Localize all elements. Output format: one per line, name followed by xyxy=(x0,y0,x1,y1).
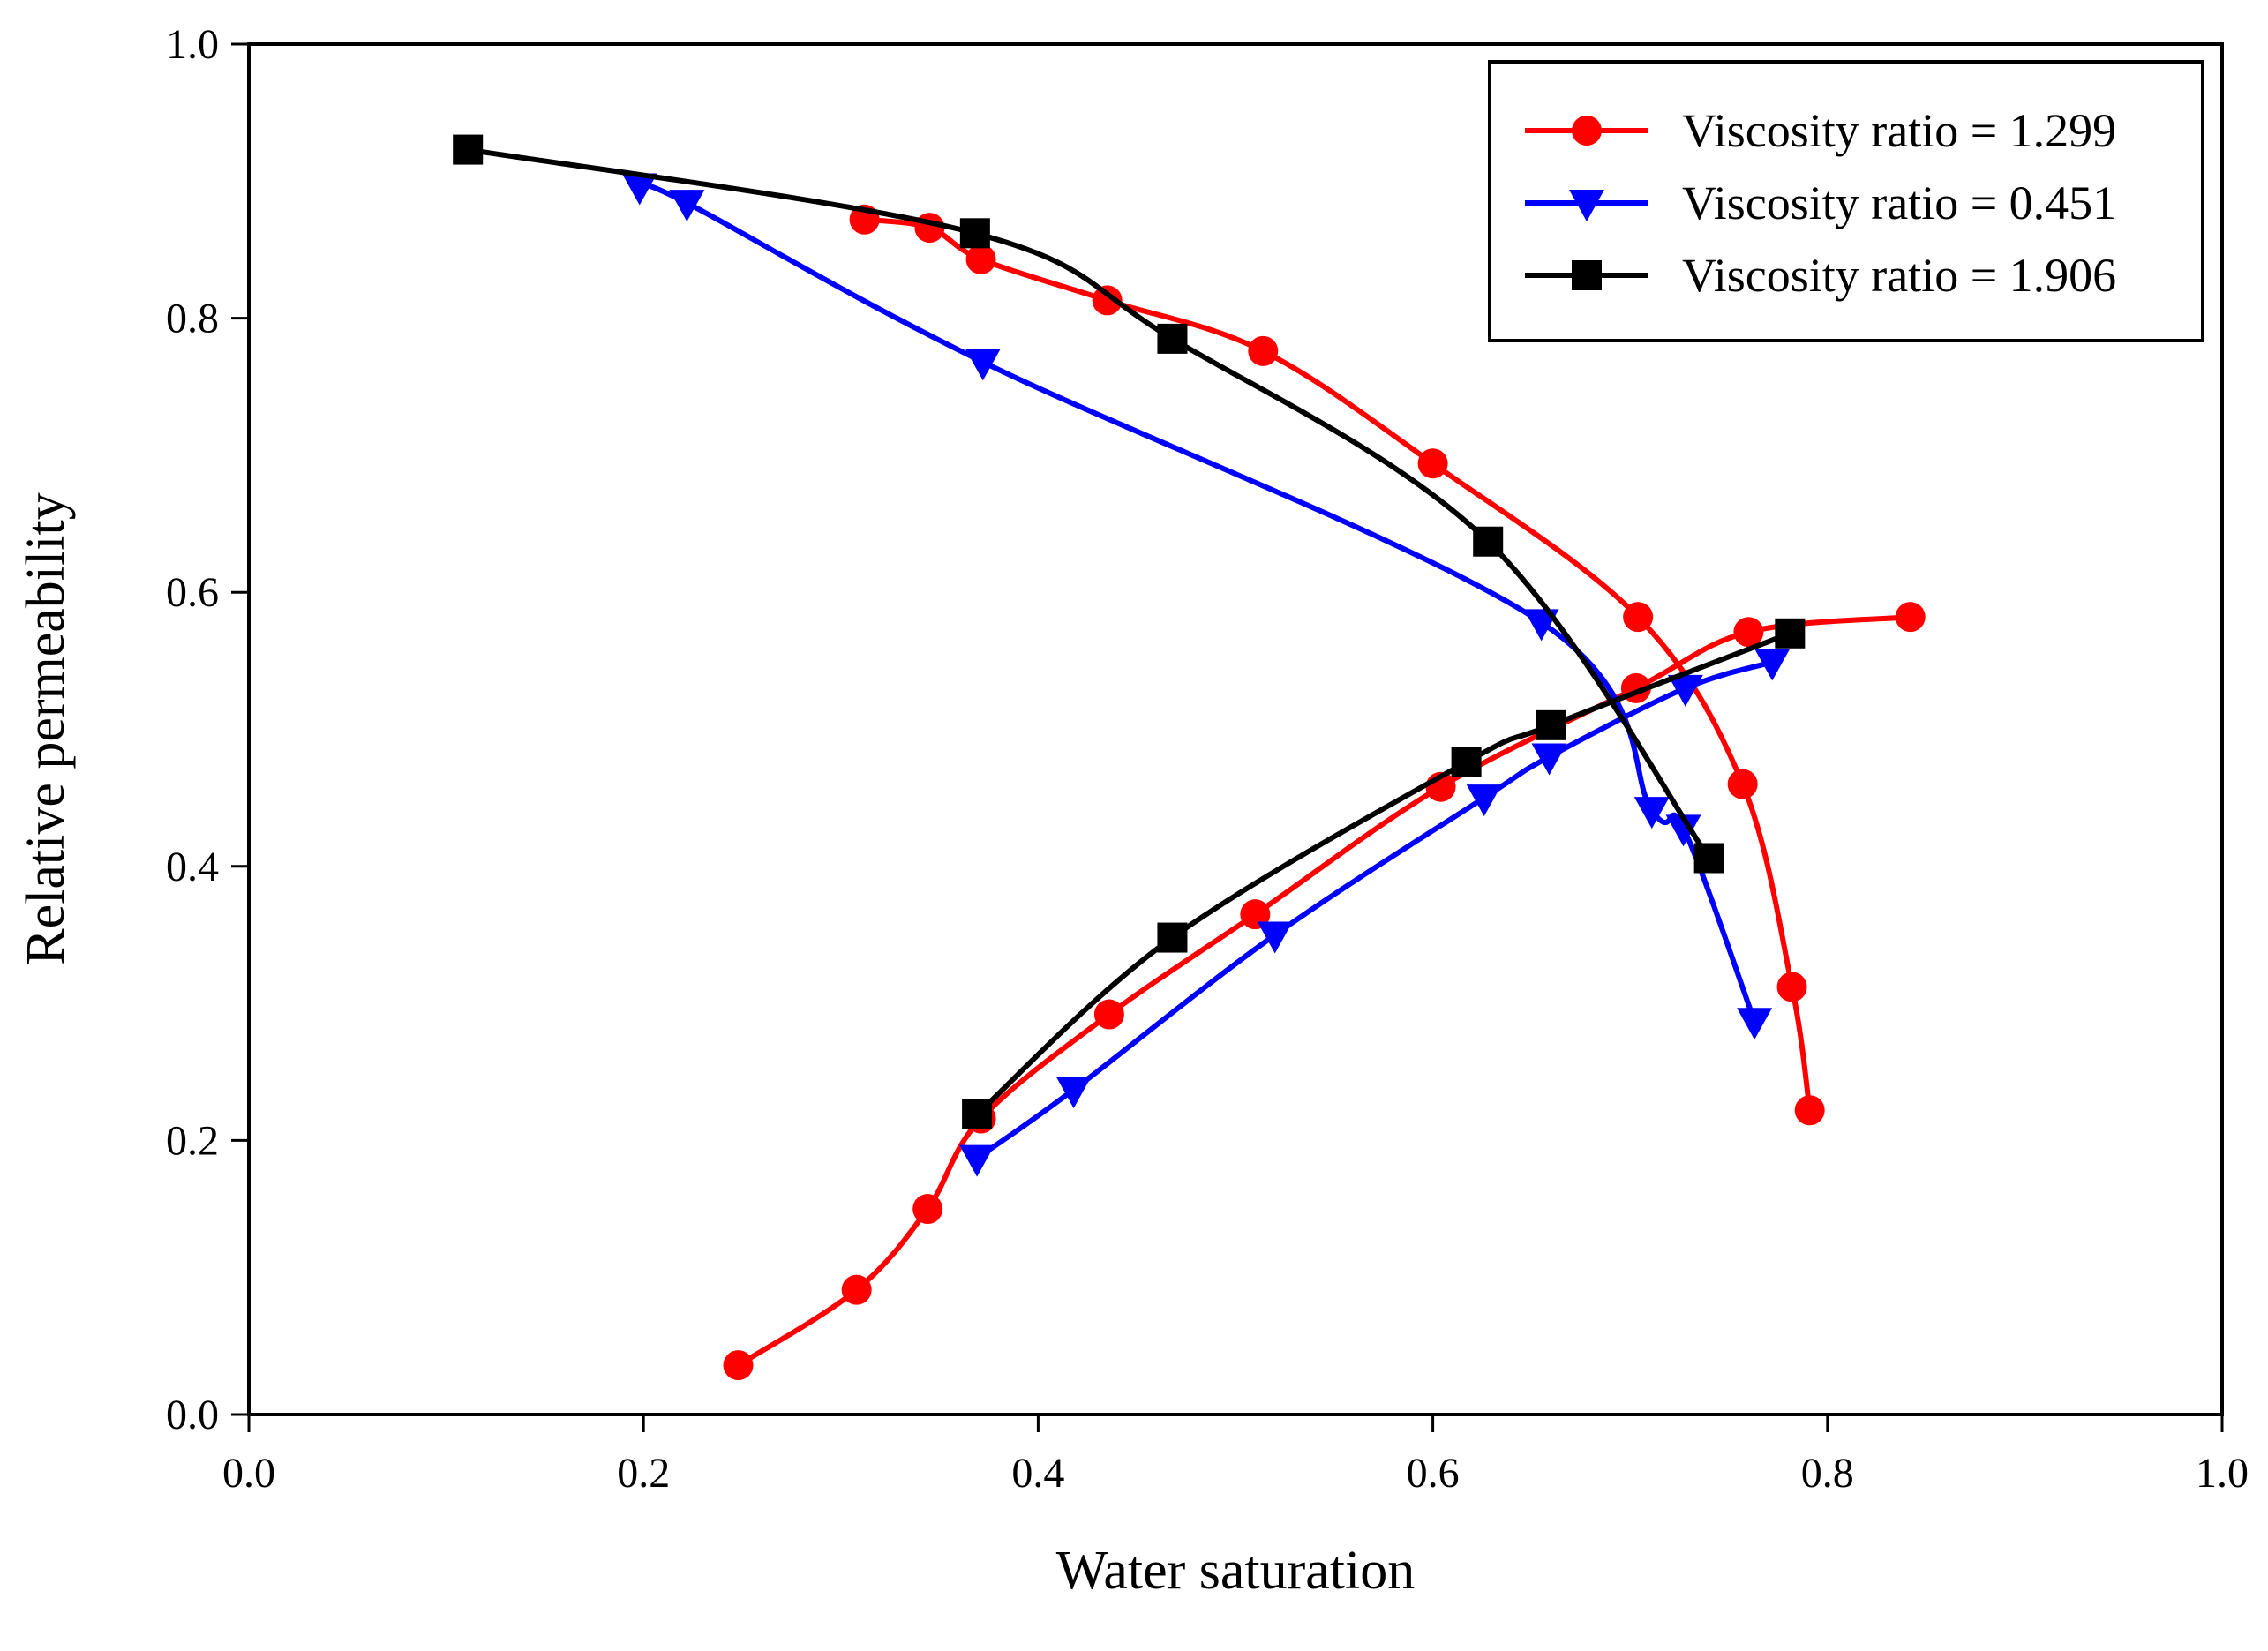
data-point-oil xyxy=(1693,843,1724,874)
legend-entry: Viscosity ratio = 0.451 xyxy=(1525,176,2116,229)
legend-label: Viscosity ratio = 0.451 xyxy=(1682,176,2116,229)
x-tick-label: 0.6 xyxy=(1407,1450,1460,1497)
x-tick-label: 0.8 xyxy=(1801,1450,1854,1497)
data-point-oil xyxy=(1092,285,1123,316)
data-point-oil xyxy=(914,213,945,244)
series-layer xyxy=(453,134,1926,1381)
data-point-water xyxy=(1531,743,1567,776)
data-point-water xyxy=(1754,649,1791,681)
legend-label: Viscosity ratio = 1.299 xyxy=(1682,104,2116,157)
data-point-oil xyxy=(965,349,1001,381)
y-tick-label: 0.4 xyxy=(166,844,219,890)
data-point-water xyxy=(959,1144,995,1177)
data-point-oil xyxy=(1473,526,1504,557)
y-tick-label: 1.0 xyxy=(166,21,219,68)
series-line-water xyxy=(974,630,1793,1117)
y-tick-label: 0.8 xyxy=(166,296,219,342)
data-point-water xyxy=(1157,922,1188,953)
data-point-water xyxy=(841,1274,872,1305)
x-tick-label: 1.0 xyxy=(2196,1450,2249,1497)
data-point-water xyxy=(1093,999,1124,1030)
series-line-water xyxy=(974,659,1776,1161)
series-2 xyxy=(621,173,1791,1177)
data-point-oil xyxy=(965,244,996,274)
data-point-oil xyxy=(1727,769,1758,799)
data-point-water xyxy=(1895,602,1926,633)
y-axis-title: Relative permeability xyxy=(16,492,76,964)
legend-marker xyxy=(1572,116,1602,146)
y-tick-label: 0.0 xyxy=(166,1392,219,1438)
legend-entry: Viscosity ratio = 1.299 xyxy=(1525,104,2116,157)
data-point-oil xyxy=(669,190,705,222)
data-point-oil xyxy=(1623,602,1654,633)
y-axis-ticks: 0.0 0.2 0.4 0.6 0.8 1.0 xyxy=(166,21,249,1438)
x-tick-label: 0.2 xyxy=(617,1450,670,1497)
data-point-water xyxy=(1536,709,1566,740)
data-point-oil xyxy=(1776,972,1807,1002)
data-point-oil xyxy=(621,173,657,206)
data-point-water xyxy=(1055,1076,1092,1108)
series-line-oil xyxy=(861,216,1813,1114)
data-point-oil xyxy=(1665,814,1701,847)
data-point-water xyxy=(1466,784,1502,817)
data-point-oil xyxy=(453,134,484,165)
legend-marker xyxy=(1569,190,1604,221)
data-point-water xyxy=(912,1194,943,1225)
data-point-water xyxy=(1451,747,1482,777)
legend-label: Viscosity ratio = 1.906 xyxy=(1682,249,2116,302)
data-point-oil xyxy=(1157,323,1188,354)
data-point-oil xyxy=(1794,1095,1825,1126)
x-tick-label: 0.4 xyxy=(1011,1450,1064,1497)
y-tick-label: 0.2 xyxy=(166,1117,219,1164)
legend-marker xyxy=(1572,260,1602,290)
y-tick-label: 0.6 xyxy=(166,569,219,616)
data-point-water xyxy=(1257,921,1293,954)
series-3 xyxy=(453,134,1806,1129)
data-point-oil xyxy=(959,218,990,249)
x-axis-title: Water saturation xyxy=(1056,1541,1415,1601)
data-point-water xyxy=(1667,674,1703,707)
x-tick-label: 0.0 xyxy=(222,1450,275,1497)
data-point-oil xyxy=(1417,448,1448,479)
plot-frame xyxy=(247,42,2224,1416)
data-point-water xyxy=(1775,618,1806,649)
series-1 xyxy=(723,204,1926,1381)
legend-entry: Viscosity ratio = 1.906 xyxy=(1525,249,2116,302)
data-point-oil xyxy=(1737,1008,1773,1040)
legend: Viscosity ratio = 1.299 Viscosity ratio =… xyxy=(1488,60,2204,342)
data-point-water xyxy=(723,1350,754,1381)
data-point-oil xyxy=(1633,797,1670,829)
series-line-water xyxy=(735,614,1913,1369)
legend-entries: Viscosity ratio = 1.299 Viscosity ratio =… xyxy=(1525,104,2116,302)
data-point-oil xyxy=(1248,335,1279,366)
data-point-water xyxy=(1733,617,1764,648)
data-point-water xyxy=(962,1099,993,1129)
x-axis-ticks: 0.0 0.2 0.4 0.6 0.8 1.0 xyxy=(222,1415,2249,1497)
